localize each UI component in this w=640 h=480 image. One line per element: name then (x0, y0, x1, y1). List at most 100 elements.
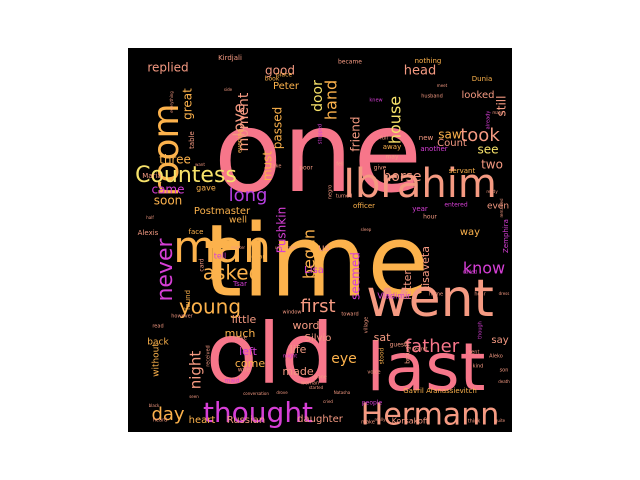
cloud-word: hour (423, 214, 437, 221)
cloud-word: became (338, 59, 362, 66)
cloud-word: must (261, 151, 275, 182)
cloud-word: left (239, 345, 258, 358)
cloud-word: window (283, 310, 302, 316)
cloud-word: meet (437, 83, 448, 88)
cloud-word: received (206, 345, 212, 366)
cloud-word: tell (214, 252, 227, 261)
cloud-word: thought (203, 396, 313, 429)
cloud-word: started (309, 385, 324, 390)
cloud-word: looked (462, 90, 495, 101)
cloud-word: ready (486, 189, 498, 194)
cloud-word: face (189, 228, 204, 236)
cloud-word: first (300, 296, 335, 317)
cloud-word: Lisa (304, 265, 324, 276)
cloud-word: stood (379, 348, 386, 365)
cloud-word: Vladimir (377, 292, 411, 301)
cloud-word: knew (369, 98, 382, 104)
cloud-word: cried (323, 399, 333, 404)
cloud-word: secret (412, 347, 427, 353)
cloud-word: poor (299, 165, 313, 172)
cloud-word: make (361, 420, 375, 426)
cloud-word: fell (336, 162, 344, 168)
cloud-word: way (460, 227, 480, 238)
cloud-word: Lisaveta (419, 246, 432, 292)
cloud-word: officer (353, 202, 375, 210)
cloud-word: new (419, 134, 434, 142)
cloud-word: replied (147, 61, 188, 75)
cloud-word: never (153, 238, 178, 302)
cloud-word: everything (169, 91, 174, 113)
cloud-word: hand (322, 80, 341, 120)
cloud-word: house (386, 96, 405, 144)
cloud-word: Tsar (232, 280, 247, 288)
cloud-word: one (214, 88, 422, 218)
cloud-word: Pushkin (275, 207, 289, 253)
cloud-word: letter (401, 270, 414, 300)
cloud-word: great (181, 88, 195, 120)
cloud-word: word (292, 319, 319, 332)
cloud-word: took (460, 125, 500, 146)
cloud-word: alone (313, 375, 327, 381)
cloud-word: leave (233, 336, 247, 342)
cloud-word: even (487, 202, 509, 212)
cloud-panel (128, 48, 512, 432)
cloud-word: drove (276, 390, 288, 395)
cloud-word: dress (499, 291, 510, 296)
cloud-word: gave (196, 184, 216, 193)
cloud-word: room (146, 103, 187, 196)
cloud-word: asked (203, 261, 262, 285)
cloud-word: love (230, 103, 249, 137)
cloud-word: black (149, 403, 160, 408)
cloud-word: evening (237, 129, 244, 153)
cloud-word: Maria (142, 172, 161, 180)
cloud-word: maid (225, 378, 240, 385)
cloud-word: take (271, 164, 282, 170)
cloud-word: Countess (135, 163, 237, 188)
cloud-word: servant (449, 167, 476, 175)
cloud-word: Kirdjali (218, 54, 242, 62)
cloud-word: little (232, 313, 257, 326)
cloud-word: much (225, 327, 256, 340)
cloud-word: Silvio (305, 333, 332, 344)
cloud-word: home (429, 292, 443, 298)
cloud-word: however (171, 314, 193, 320)
cloud-word: side (224, 87, 233, 92)
cloud-word: read (152, 324, 163, 330)
cloud-word: say (491, 335, 508, 346)
cloud-word: without (152, 343, 162, 377)
cloud-word: Peter (273, 81, 300, 92)
cloud-word: Alexis (138, 229, 159, 237)
cloud-word: life (290, 343, 307, 356)
cloud-word: still (495, 96, 509, 117)
cloud-word: full (380, 136, 388, 142)
cloud-word: toward (341, 312, 358, 318)
cloud-word: sleep (361, 227, 372, 232)
cloud-word: place (276, 72, 292, 79)
cloud-word: Postmaster (194, 206, 251, 217)
cloud-word: head (404, 64, 436, 79)
cloud-word: really (374, 417, 386, 422)
cloud-word: sent (469, 350, 480, 356)
cloud-word: went (366, 269, 494, 329)
cloud-word: hear (474, 292, 486, 298)
cloud-word: came (151, 183, 184, 197)
cloud-word: old (206, 305, 334, 403)
cloud-word: Dunia (472, 75, 493, 83)
cloud-word: already (486, 111, 492, 130)
cloud-word: know (463, 259, 505, 278)
cloud-word: back (147, 338, 169, 348)
cloud-word: young (179, 295, 241, 319)
cloud-word: eye (331, 351, 357, 367)
cloud-word: sat (374, 331, 391, 344)
cloud-word: card (199, 258, 206, 271)
cloud-word: though (478, 321, 484, 339)
cloud-word: kind (473, 364, 484, 370)
cloud-word: good (265, 64, 295, 78)
cloud-word: Gavril Afanassievitch (403, 387, 477, 395)
cloud-word: quite (495, 418, 506, 423)
cloud-word: began (300, 229, 319, 279)
cloud-word: dear (251, 254, 265, 261)
cloud-word: heard (153, 418, 167, 424)
cloud-word: village (364, 317, 370, 333)
